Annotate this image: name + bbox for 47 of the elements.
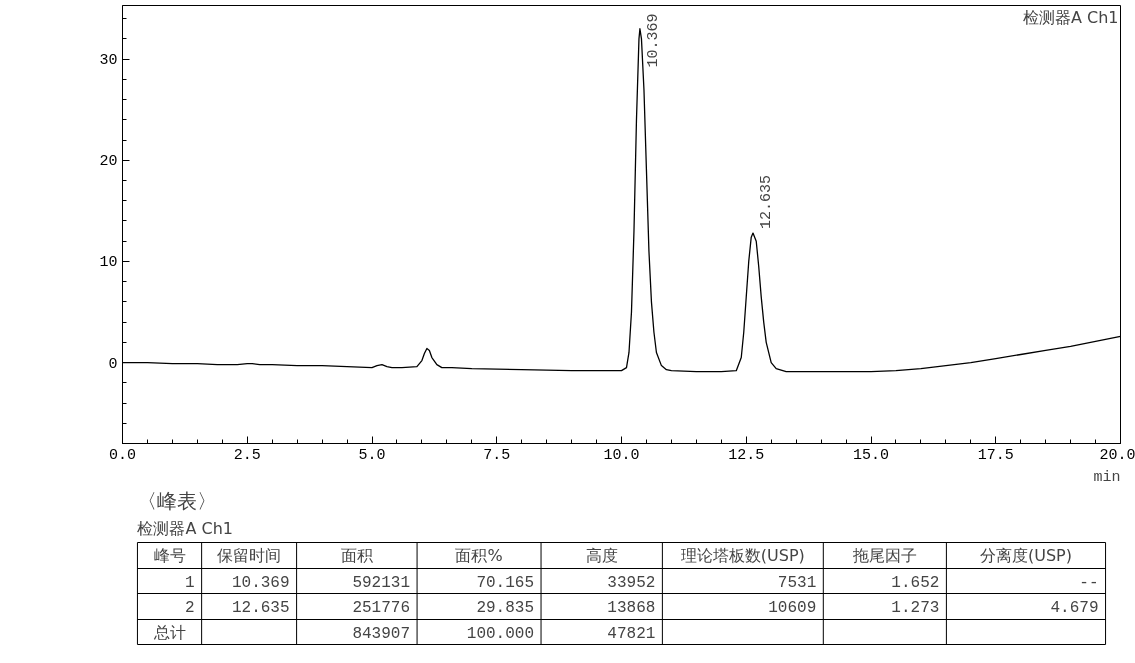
- text: 100.000: [466, 624, 535, 643]
- text: 总计: [152, 622, 186, 642]
- text: 面积: [340, 546, 373, 565]
- annotation: 检测器A Ch1: [1022, 7, 1119, 27]
- text: 13868: [607, 599, 656, 617]
- x-tick-label: 10.0: [603, 446, 640, 464]
- x-tick-label: 2.5: [233, 446, 261, 464]
- x-tick-label: 5.0: [358, 446, 386, 464]
- text: 592131: [352, 573, 411, 592]
- text: 拖尾因子: [851, 546, 917, 565]
- y-tick-label: 0: [108, 355, 118, 373]
- x-tick-label: 17.5: [977, 446, 1014, 464]
- text: 分离度(USP): [979, 546, 1072, 565]
- text: 高度: [585, 546, 618, 565]
- y-tick-label: 30: [99, 52, 118, 70]
- text: 10609: [768, 599, 817, 617]
- text: 检测器A Ch1: [137, 519, 233, 538]
- annotation: 10.369: [644, 13, 662, 68]
- x-axis-title: min: [1093, 468, 1121, 486]
- text: 70.165: [476, 573, 535, 592]
- text: 251776: [352, 599, 411, 617]
- text: 〈峰表〉: [137, 488, 218, 513]
- text: 10.369: [231, 573, 290, 592]
- y-tick-label: 20: [99, 153, 118, 171]
- text: 1.273: [891, 599, 940, 617]
- text: 47821: [607, 624, 656, 643]
- text: 7531: [777, 573, 817, 592]
- text: 33952: [607, 573, 656, 592]
- text: 12.635: [231, 599, 290, 617]
- text: 1.652: [891, 573, 940, 592]
- text: 2: [185, 599, 195, 617]
- x-tick-label: 15.0: [853, 446, 890, 464]
- annotation: 12.635: [757, 175, 775, 230]
- text: 保留时间: [217, 546, 282, 565]
- y-tick-label: 10: [99, 254, 118, 272]
- text: 理论塔板数(USP): [680, 546, 805, 565]
- x-tick-label: 0.0: [109, 446, 137, 464]
- text: --: [1079, 573, 1099, 592]
- text: 843907: [352, 624, 411, 643]
- text: 4.679: [1050, 599, 1099, 617]
- text: 1: [185, 573, 195, 592]
- x-tick-label: 7.5: [483, 446, 511, 464]
- text: 29.835: [476, 599, 535, 617]
- x-tick-label: 12.5: [728, 446, 765, 464]
- x-tick-label: 20.0: [1099, 446, 1135, 464]
- text: 峰号: [153, 546, 186, 565]
- text: 面积%: [455, 546, 503, 565]
